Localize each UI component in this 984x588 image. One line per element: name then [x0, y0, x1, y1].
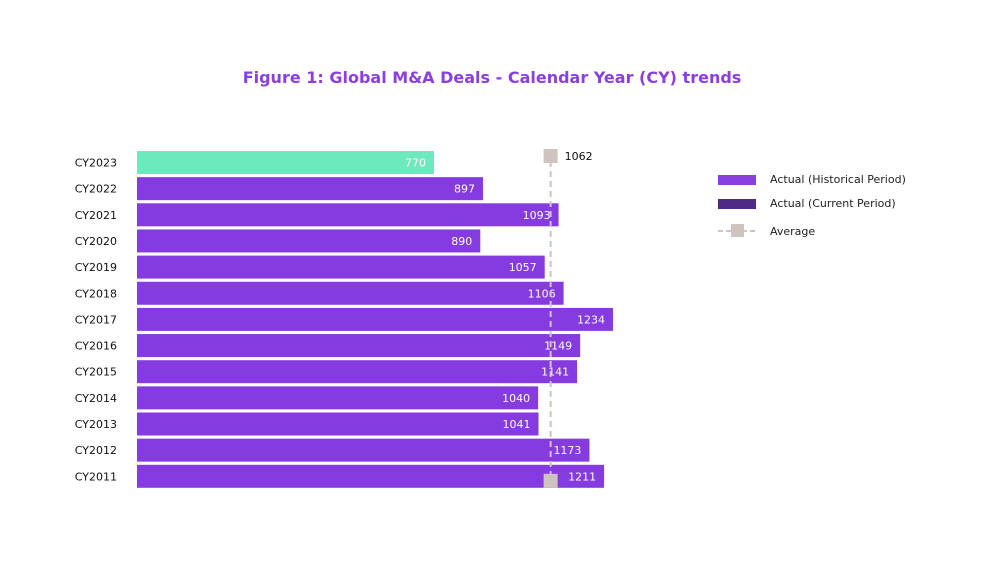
average-marker-bottom — [543, 473, 558, 488]
value-label: 1040 — [502, 392, 530, 405]
value-label: 1211 — [568, 470, 596, 483]
category-label: CY2016 — [75, 340, 117, 353]
category-label: CY2019 — [75, 261, 117, 274]
legend-swatch-current — [718, 198, 756, 209]
bar-cy2011 — [137, 464, 605, 488]
legend-label: Actual (Historical Period) — [770, 173, 906, 186]
category-label: CY2011 — [75, 470, 117, 483]
legend-label: Average — [770, 224, 816, 238]
value-label: 1057 — [509, 261, 537, 274]
average-marker-top — [543, 149, 558, 163]
value-label: 890 — [451, 235, 472, 248]
bar-cy2022 — [137, 177, 483, 201]
legend-label: Actual (Current Period) — [770, 197, 896, 210]
value-label: 897 — [454, 183, 475, 196]
average-value-label: 1062 — [565, 150, 593, 163]
value-label: 1106 — [528, 287, 556, 300]
legend-historical: Actual (Historical Period) — [718, 173, 906, 186]
value-label: 1041 — [503, 418, 531, 431]
category-label: CY2018 — [75, 287, 117, 300]
bar-cy2015 — [137, 360, 578, 384]
bar-cy2012 — [137, 438, 590, 462]
category-label: CY2017 — [75, 313, 117, 326]
bar-cy2017 — [137, 307, 613, 331]
bar-cy2021 — [137, 203, 559, 227]
value-label: 1141 — [541, 366, 569, 379]
category-label: CY2013 — [75, 418, 117, 431]
value-label: 1149 — [544, 340, 572, 353]
legend-average-marker-icon — [718, 224, 756, 237]
category-label: CY2015 — [75, 366, 117, 379]
bar-cy2019 — [137, 255, 545, 279]
category-label: CY2020 — [75, 235, 117, 248]
category-label: CY2014 — [75, 392, 117, 405]
legend-average: Average — [718, 224, 815, 238]
category-label: CY2021 — [75, 209, 117, 222]
chart-title: Figure 1: Global M&A Deals - Calendar Ye… — [242, 68, 742, 87]
value-label: 1234 — [577, 313, 605, 326]
legend-swatch-historical — [718, 174, 756, 185]
bar-cy2020 — [137, 229, 481, 253]
bar-cy2016 — [137, 334, 581, 358]
bar-cy2013 — [137, 412, 539, 436]
category-label: CY2012 — [75, 444, 117, 457]
category-label: CY2022 — [75, 183, 117, 196]
category-label: CY2023 — [75, 157, 117, 170]
bar-cy2018 — [137, 281, 564, 305]
legend-current: Actual (Current Period) — [718, 197, 896, 210]
bar-cy2014 — [137, 386, 539, 410]
value-label: 770 — [405, 157, 426, 170]
bar-cy2023 — [137, 151, 434, 174]
value-label: 1173 — [553, 444, 581, 457]
value-label: 1093 — [523, 209, 551, 222]
